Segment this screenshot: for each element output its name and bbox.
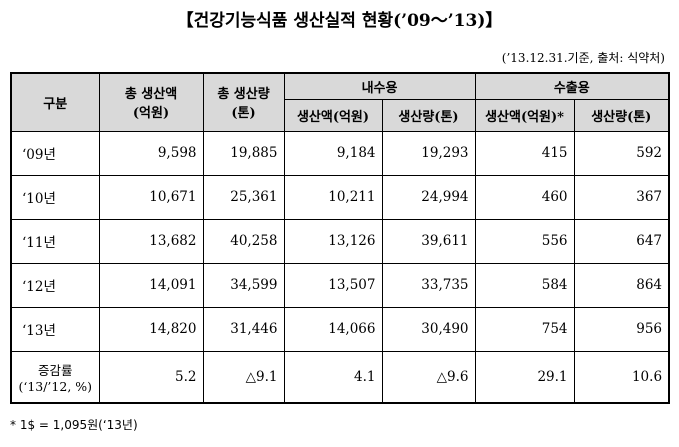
table-cell: 4.1 [283, 350, 383, 404]
table-cell: 9,598 [98, 130, 204, 176]
table-cell: 13,126 [283, 218, 383, 264]
table-cell: 592 [573, 130, 670, 176]
table-cell: 9,184 [283, 130, 383, 176]
table-cell: 14,066 [283, 306, 383, 352]
table-cell: △9.1 [202, 350, 285, 404]
label-text: ‘12년 [22, 279, 56, 295]
footnote: * 1$ = 1,095원(‘13년) [10, 418, 138, 432]
table-cell: 19,293 [381, 130, 476, 176]
table-cell: 33,735 [381, 262, 476, 308]
table-cell: 864 [573, 262, 670, 308]
table-cell: 647 [573, 218, 670, 264]
row-label: 증감률 (‘13/’12, %) [10, 350, 100, 404]
table-body: ‘09년 9,598 19,885 9,184 19,293 415 592 ‘10년 10,6… [10, 130, 670, 404]
table-cell: 14,820 [98, 306, 204, 352]
table-cell: 40,258 [202, 218, 285, 264]
header-cell: 생산량(톤) [573, 98, 670, 132]
table-cell: 19,885 [202, 130, 285, 176]
table-row: ‘12년 14,091 34,599 13,507 33,735 584 864 [10, 262, 670, 308]
row-label: ‘10년 [10, 174, 100, 220]
row-label: ‘09년 [10, 130, 100, 176]
table-cell: 415 [474, 130, 575, 176]
row-label: ‘12년 [10, 262, 100, 308]
label-text: ‘11년 [22, 235, 56, 251]
header-cell: 총 생산량 (톤) [202, 72, 285, 132]
table-cell: 31,446 [202, 306, 285, 352]
table-header: 구분 총 생산액 (억원) 총 생산량 (톤) 내수용 수출용 생산액(억원) 생산량… [10, 72, 670, 132]
table-cell: 34,599 [202, 262, 285, 308]
table-cell: 24,994 [381, 174, 476, 220]
table-row: ‘10년 10,671 25,361 10,211 24,994 460 367 [10, 174, 670, 220]
table-cell: 956 [573, 306, 670, 352]
header-cell: 생산액(억원)* [474, 98, 575, 132]
table-cell: 13,682 [98, 218, 204, 264]
header-text: 총 생산액 [124, 87, 178, 103]
table-cell: 584 [474, 262, 575, 308]
label-text: ‘09년 [22, 147, 56, 163]
table-cell: 5.2 [98, 350, 204, 404]
table-cell: 754 [474, 306, 575, 352]
table: 구분 총 생산액 (억원) 총 생산량 (톤) 내수용 수출용 생산액(억원) 생산량… [10, 72, 671, 404]
table-cell: 10.6 [573, 350, 670, 404]
header-text: (억원) [132, 106, 170, 122]
table-cell: 30,490 [381, 306, 476, 352]
row-label: ‘11년 [10, 218, 100, 264]
table-cell: 29.1 [474, 350, 575, 404]
row-label: ‘13년 [10, 306, 100, 352]
table-cell: 25,361 [202, 174, 285, 220]
table-cell: 10,211 [283, 174, 383, 220]
label-text: ‘10년 [22, 191, 56, 207]
table-cell: 14,091 [98, 262, 204, 308]
table-row: ‘13년 14,820 31,446 14,066 30,490 754 956 [10, 306, 670, 352]
table-row: ‘11년 13,682 40,258 13,126 39,611 556 647 [10, 218, 670, 264]
table-cell: △9.6 [381, 350, 476, 404]
label-text: ‘13년 [22, 323, 56, 339]
table-cell: 39,611 [381, 218, 476, 264]
header-cell: 구분 [10, 72, 100, 132]
header-cell: 생산량(톤) [381, 98, 476, 132]
header-cell: 총 생산액 (억원) [98, 72, 204, 132]
header-text: 총 생산량 [217, 87, 270, 103]
header-cell: 수출용 [474, 72, 670, 100]
table-cell: 13,507 [283, 262, 383, 308]
table-cell: 367 [573, 174, 670, 220]
header-cell: 생산액(억원) [283, 98, 383, 132]
label-text: 증감률 [37, 362, 73, 378]
table-row: 증감률 (‘13/’12, %) 5.2 △9.1 4.1 △9.6 29.1 10.6 [10, 350, 670, 404]
table-cell: 556 [474, 218, 575, 264]
header-text: (톤) [231, 106, 256, 122]
label-text: (‘13/’12, %) [18, 378, 93, 394]
table-cell: 10,671 [98, 174, 204, 220]
table-row: ‘09년 9,598 19,885 9,184 19,293 415 592 [10, 130, 670, 176]
header-cell: 내수용 [283, 72, 476, 100]
table-cell: 460 [474, 174, 575, 220]
title: 【건강기능식품 생산실적 현황(’09～’13)】 [176, 11, 503, 31]
source-note: (’13.12.31.기준, 출처: 식약처) [501, 51, 665, 65]
